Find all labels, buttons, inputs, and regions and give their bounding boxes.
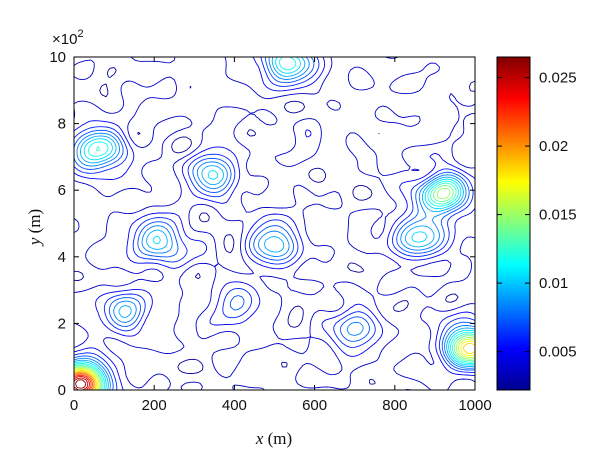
- contour-level: [74, 374, 92, 390]
- x-tick-label: 800: [382, 397, 407, 414]
- y-axis-ticks: 0 2 4 6 8 10: [49, 49, 475, 399]
- contour-level: [74, 372, 95, 390]
- x-tick-label: 400: [222, 397, 247, 414]
- x-tick-label: 1000: [458, 397, 491, 414]
- plot-frame: [73, 56, 476, 391]
- x-tick-label: 600: [302, 397, 327, 414]
- colorbar-tick-label: 0.005: [539, 344, 577, 361]
- y-tick-label: 2: [58, 315, 66, 332]
- y-multiplier: ×102: [52, 28, 84, 48]
- x-tick-label: 0: [70, 397, 78, 414]
- x-axis-ticks: 0 200 400 600 800 1000: [70, 57, 492, 414]
- colorbar-tick-label: 0.02: [539, 138, 568, 155]
- x-axis-variable: x: [255, 429, 264, 448]
- contour-level: [74, 338, 475, 390]
- y-tick-label: 0: [58, 382, 66, 399]
- contour-lines: [74, 57, 475, 390]
- colorbar-tick-label: 0.015: [539, 207, 577, 224]
- contour-level: [74, 146, 475, 390]
- x-axis-label: x (m): [255, 429, 292, 448]
- contour-level: [74, 57, 475, 390]
- x-tick-label: 200: [142, 397, 167, 414]
- y-tick-label: 4: [58, 249, 66, 266]
- y-tick-label: 8: [58, 116, 66, 133]
- y-axis-label: y (m): [25, 209, 44, 247]
- contour-level: [75, 379, 87, 389]
- y-multiplier-exp: 2: [77, 28, 83, 40]
- contour-level: [74, 57, 475, 390]
- contour-level: [74, 371, 96, 390]
- y-axis-variable: y: [25, 237, 44, 247]
- contour-level: [74, 373, 93, 390]
- y-axis-unit: (m): [25, 209, 44, 238]
- colorbar-tick-label: 0.01: [539, 275, 568, 292]
- y-multiplier-base: ×10: [52, 31, 77, 48]
- x-axis-unit: (m): [263, 429, 292, 448]
- y-tick-label: 6: [58, 182, 66, 199]
- colorbar-tick-label: 0.025: [539, 70, 577, 87]
- contour-level: [74, 342, 475, 390]
- contour-level: [74, 57, 475, 390]
- contour-level: [74, 340, 475, 390]
- contour-level: [74, 57, 475, 390]
- colorbar-ticks: 0.005 0.01 0.015 0.02 0.025: [497, 70, 577, 361]
- contour-level: [74, 57, 475, 390]
- contour-level: [74, 57, 475, 390]
- contour-level: [74, 57, 475, 390]
- y-tick-label: 10: [49, 49, 66, 66]
- contour-level: [74, 57, 475, 390]
- contour-level: [74, 185, 475, 390]
- colorbar: [496, 56, 531, 391]
- contour-level: [74, 187, 475, 390]
